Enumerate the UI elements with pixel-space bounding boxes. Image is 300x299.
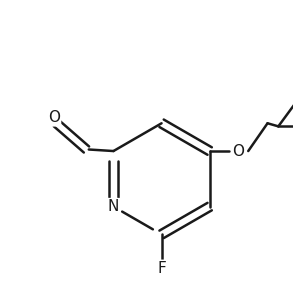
Text: O: O — [232, 144, 244, 158]
Text: N: N — [108, 199, 119, 214]
Text: F: F — [157, 261, 166, 276]
Text: O: O — [48, 110, 60, 125]
